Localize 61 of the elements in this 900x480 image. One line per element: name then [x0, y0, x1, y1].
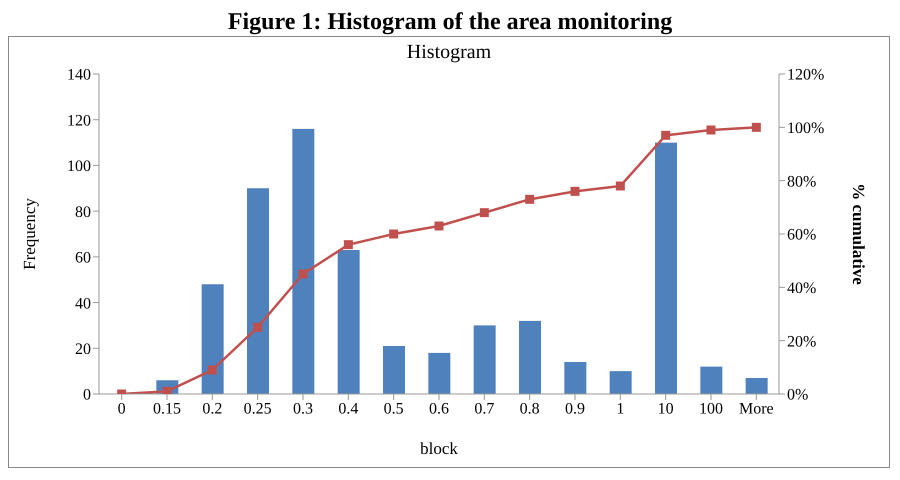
bar — [428, 352, 450, 394]
x-tick-label: 0.5 — [384, 400, 404, 418]
y-axis-title: Frequency — [20, 198, 40, 270]
y-tick-label: 80 — [75, 204, 91, 221]
bar — [292, 128, 314, 394]
x-axis-title: block — [420, 439, 458, 458]
bar — [655, 142, 677, 394]
point — [706, 126, 716, 134]
x-tick-label: 0.7 — [474, 400, 494, 418]
x-tick-label: 10 — [658, 400, 674, 418]
point — [298, 270, 308, 278]
point — [570, 186, 580, 196]
y-tick-label: 0 — [83, 386, 91, 404]
x-tick-label: 0.2 — [202, 400, 222, 418]
point — [208, 366, 217, 374]
bar — [746, 378, 768, 394]
y2-tick-label: 60% — [787, 226, 816, 244]
y2-axis-title: % cumulative — [848, 183, 868, 286]
x-tick-label: 0.3 — [293, 400, 313, 418]
chart-subtitle: Histogram — [406, 41, 492, 64]
point — [434, 222, 444, 230]
y2-tick-label: 0% — [787, 386, 808, 404]
point — [616, 182, 625, 190]
x-tick-label: 0.15 — [153, 400, 181, 418]
y-tick-label: 100 — [67, 158, 91, 176]
x-tick-label: 0 — [118, 400, 126, 418]
y-tick-label: 40 — [75, 295, 91, 312]
x-tick-label: 0.8 — [520, 400, 540, 418]
bar — [610, 371, 632, 394]
bar — [519, 320, 541, 394]
y-tick-label: 60 — [75, 250, 91, 267]
point — [752, 122, 761, 132]
bar — [474, 325, 496, 394]
y2-tick-label: 40% — [787, 280, 816, 298]
x-tick-label: 0.9 — [565, 400, 585, 418]
x-tick-label: 0.25 — [244, 400, 272, 418]
bar — [700, 366, 722, 394]
chart-title: Figure 1: Histogram of the area monitoring — [226, 8, 674, 36]
y-tick-label: 140 — [67, 66, 91, 84]
x-tick-label: 1 — [616, 400, 624, 418]
point — [253, 322, 262, 332]
point — [661, 130, 670, 140]
bar — [247, 188, 269, 394]
point — [344, 240, 353, 250]
point — [389, 230, 398, 238]
bar — [338, 250, 360, 394]
point — [480, 208, 489, 218]
bar — [202, 284, 224, 394]
y-tick-label: 120 — [67, 112, 91, 130]
y2-tick-label: 120% — [787, 66, 824, 84]
y2-tick-label: 100% — [787, 120, 824, 138]
x-tick-label: 100 — [699, 400, 723, 418]
x-tick-label: More — [739, 400, 774, 418]
y2-tick-label: 80% — [787, 173, 816, 190]
x-tick-label: 0.6 — [429, 400, 449, 418]
x-tick-label: 0.4 — [338, 400, 358, 418]
y-tick-label: 20 — [75, 340, 91, 358]
point — [525, 194, 534, 204]
bar — [564, 362, 586, 394]
y2-tick-label: 20% — [787, 333, 816, 350]
bar — [383, 346, 405, 394]
